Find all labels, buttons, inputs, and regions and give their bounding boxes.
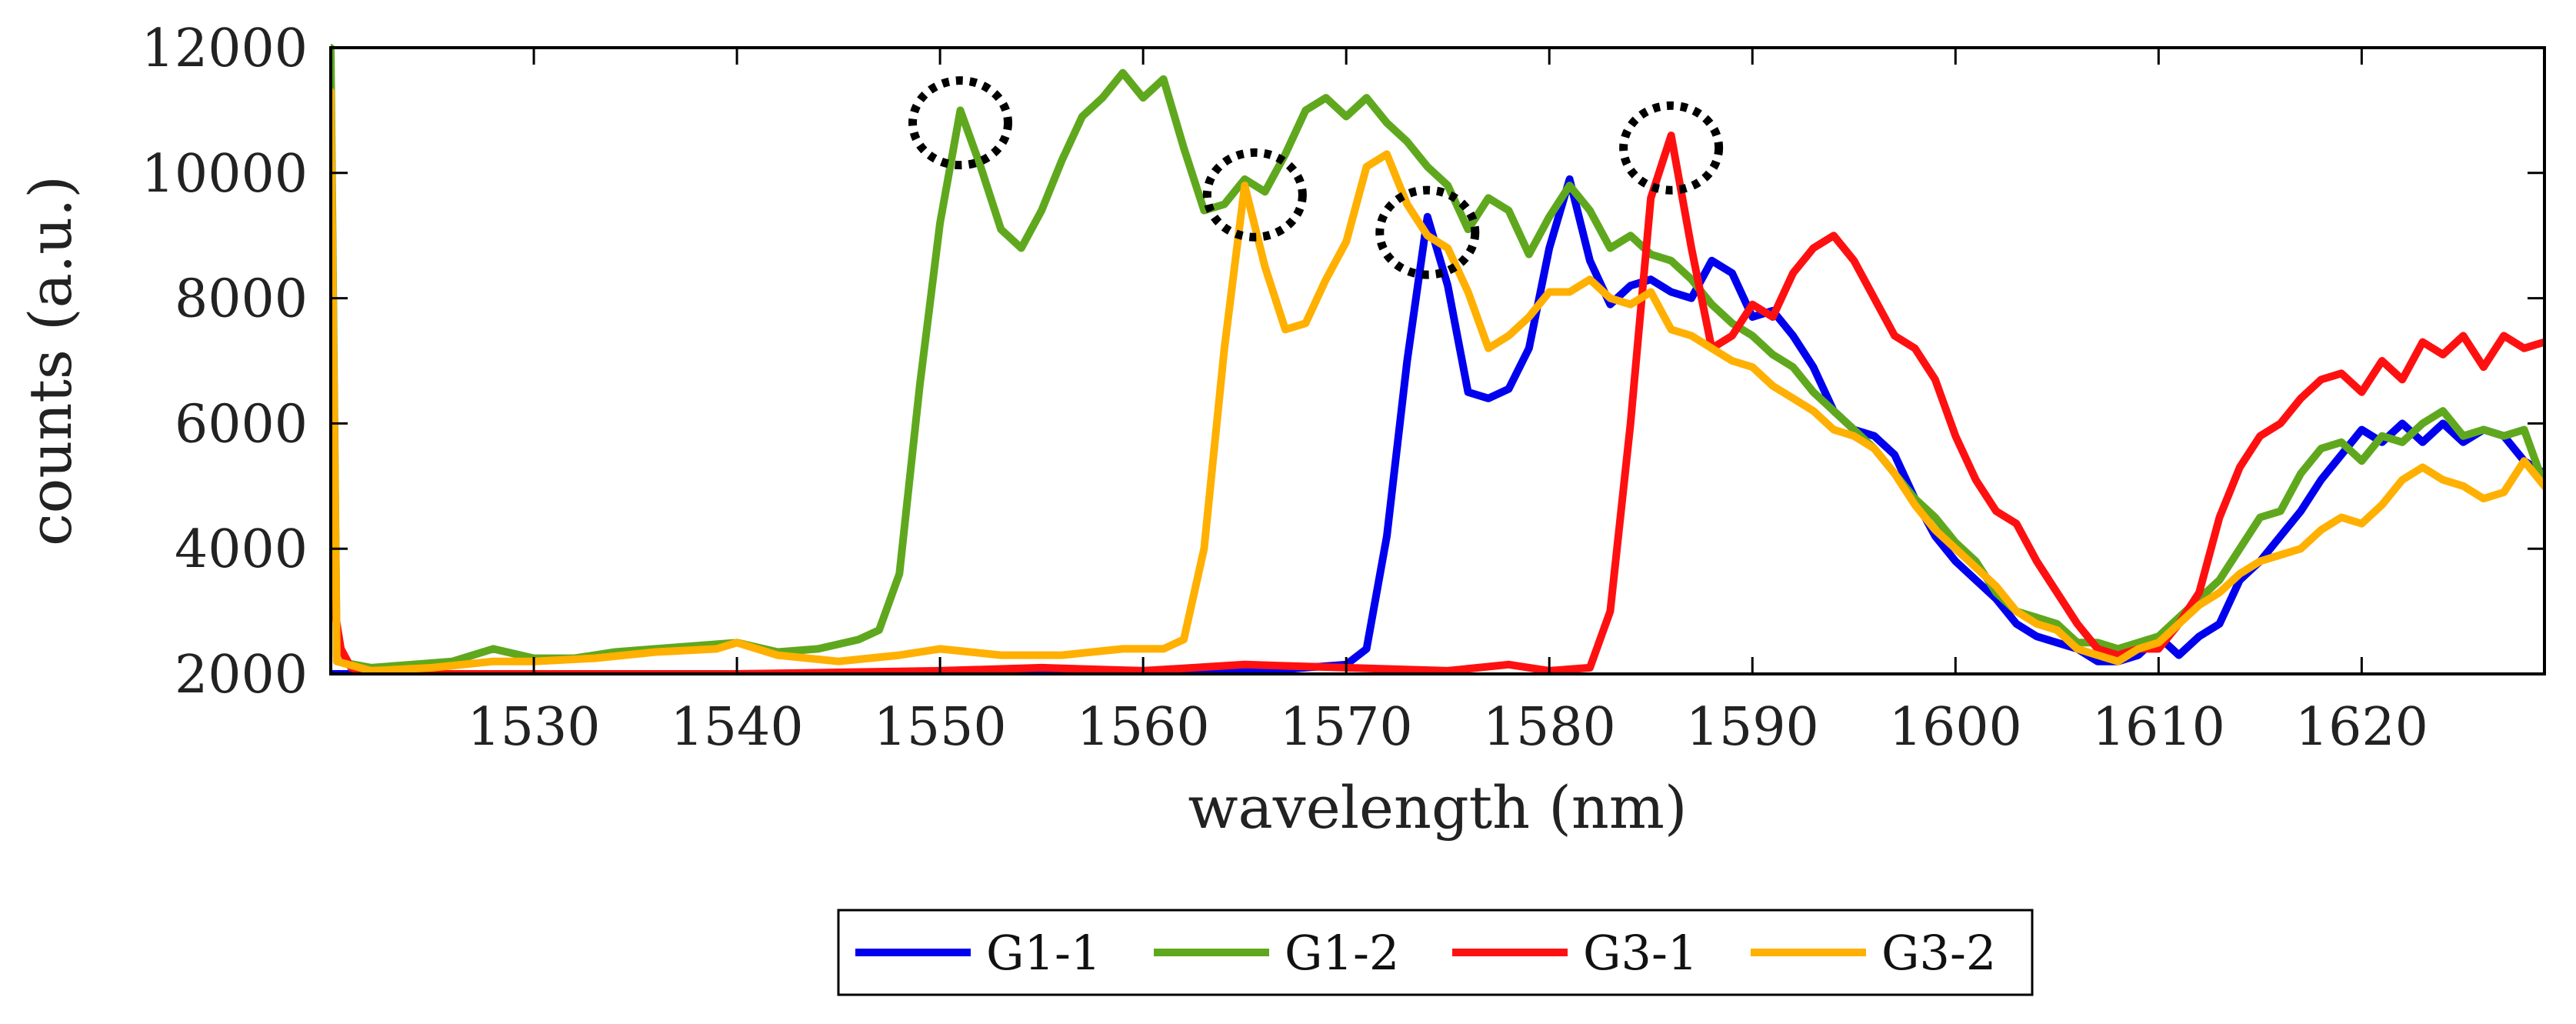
x-tick-label: 1580 (1483, 697, 1616, 758)
y-tick-label: 10000 (142, 144, 308, 205)
x-tick-label: 1590 (1686, 697, 1819, 758)
legend-label: G3-1 (1583, 925, 1698, 981)
peak-marker-4 (1619, 101, 1724, 195)
series-line-g1-2 (331, 44, 2544, 672)
x-tick-label: 1540 (671, 697, 804, 758)
x-tick-label: 1550 (874, 697, 1007, 758)
legend-label: G3-2 (1881, 925, 1996, 981)
series-layer (331, 44, 2544, 674)
legend-entry-g1-2: G1-2 (1154, 925, 1399, 981)
y-tick-label: 12000 (142, 18, 308, 79)
annotation-layer (908, 76, 1724, 279)
x-axis-title: wavelength (nm) (1188, 773, 1687, 842)
series-line-g3-2 (331, 88, 2544, 674)
legend-entry-g3-2: G3-2 (1751, 925, 1996, 981)
x-tick-label: 1560 (1077, 697, 1210, 758)
x-tick-label: 1570 (1280, 697, 1413, 758)
y-tick-label: 4000 (175, 519, 308, 580)
y-tick-label: 8000 (175, 269, 308, 330)
legend: G1-1 G1-2 G3-1 G3-2 (837, 909, 2034, 996)
legend-items: G1-1 G1-2 G3-1 G3-2 (855, 925, 1996, 981)
tick-layer: 1530 1540 1550 1560 1570 1580 1590 1600 1610 1620… (142, 18, 2544, 758)
series-line-g3-1 (331, 132, 2544, 674)
legend-label: G1-1 (986, 925, 1101, 981)
x-tick-label: 1620 (2295, 697, 2428, 758)
y-tick-label: 6000 (175, 394, 308, 455)
peak-marker-3 (1375, 185, 1480, 279)
x-tick-label: 1530 (468, 697, 601, 758)
x-tick-label: 1600 (1889, 697, 2022, 758)
y-axis-title: counts (a.u.) (16, 175, 85, 546)
plot-frame (329, 46, 2546, 675)
legend-label: G1-2 (1285, 925, 1399, 981)
legend-entry-g3-1: G3-1 (1452, 925, 1698, 981)
y-tick-label: 2000 (175, 645, 308, 705)
peak-marker-1 (908, 76, 1013, 170)
series-line-g1-1 (331, 175, 2544, 674)
x-tick-label: 1610 (2092, 697, 2225, 758)
legend-entry-g1-1: G1-1 (855, 925, 1101, 981)
peak-marker-2 (1202, 148, 1307, 242)
